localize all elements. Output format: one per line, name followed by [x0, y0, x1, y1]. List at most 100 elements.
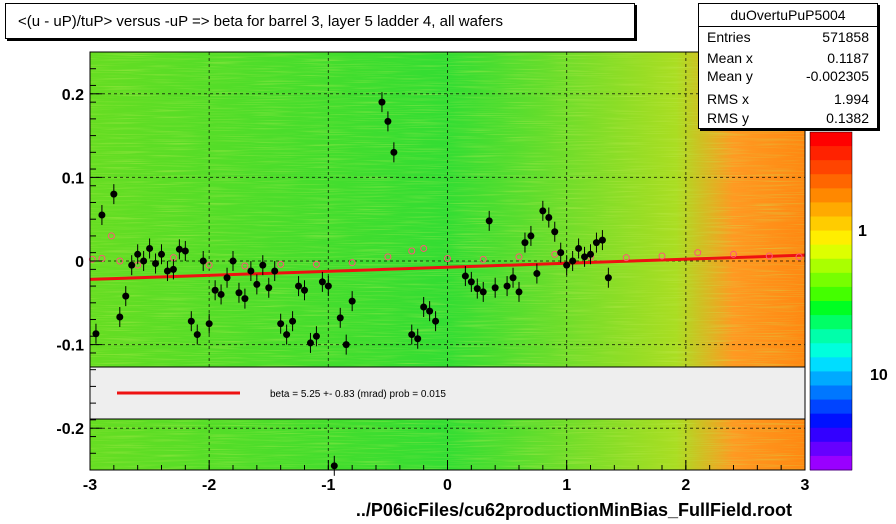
- stats-row-mean-y: Mean y -0.002305: [707, 68, 869, 88]
- data-point: [408, 331, 416, 339]
- open-circle-point: [444, 254, 451, 262]
- colorbar-cell: [810, 258, 852, 274]
- axes: -3 -2 -1 0 1 2 3 -0.2 -0.1 0 0.1 0.2: [56, 51, 810, 494]
- data-points: [88, 92, 803, 476]
- colorbar: 1 10: [809, 131, 888, 471]
- colorbar-frame: [809, 131, 853, 471]
- stats-value: 571858: [822, 29, 869, 45]
- data-point: [503, 282, 511, 290]
- data-point: [324, 282, 332, 290]
- colorbar-cell: [810, 385, 852, 401]
- colorbar-cell: [810, 160, 852, 175]
- stats-value: 0.1382: [826, 110, 869, 126]
- data-point: [158, 250, 165, 258]
- open-circle-point: [694, 249, 702, 257]
- data-point: [604, 274, 612, 282]
- colorbar-cell: [810, 371, 852, 386]
- stats-label: Entries: [707, 29, 751, 45]
- data-point: [569, 257, 577, 265]
- stats-separator: [699, 26, 877, 27]
- open-circle-point: [420, 244, 428, 252]
- open-circle-point: [205, 261, 213, 269]
- data-point: [420, 303, 428, 311]
- y-tick-label: 0.1: [62, 170, 84, 187]
- colorbar-cell: [810, 230, 852, 246]
- open-circle-point: [479, 255, 487, 263]
- stats-label: RMS y: [707, 110, 749, 126]
- data-point: [110, 190, 118, 198]
- data-point: [479, 288, 487, 296]
- legend-fit-label: beta = 5.25 +- 0.83 (mrad) prob = 0.015: [270, 389, 446, 400]
- x-tick-label: 0: [443, 477, 452, 494]
- data-point: [539, 207, 547, 215]
- data-point: [598, 236, 606, 244]
- stats-row-entries: Entries 571858: [707, 29, 869, 49]
- colorbar-label: 1: [858, 223, 867, 240]
- stats-label: Mean y: [707, 68, 753, 84]
- data-point: [521, 239, 529, 247]
- data-point: [491, 284, 499, 292]
- data-point: [330, 462, 338, 470]
- colorbar-cell: [810, 188, 852, 203]
- data-point: [390, 148, 398, 156]
- y-tick-label: 0: [75, 254, 84, 271]
- footer-filename: ../P06icFiles/cu62productionMinBias_Full…: [355, 500, 792, 520]
- data-point: [152, 260, 160, 268]
- open-circle-point: [408, 247, 416, 255]
- data-point: [295, 282, 303, 290]
- colorbar-cell: [810, 441, 852, 457]
- stats-label: RMS x: [707, 91, 749, 107]
- x-tick-label: -1: [321, 477, 335, 494]
- open-circle-point: [277, 260, 285, 268]
- colorbar-cell: [810, 455, 852, 471]
- data-point: [515, 288, 523, 296]
- open-circle-point: [384, 253, 392, 261]
- data-point: [92, 330, 100, 338]
- colorbar-cell: [810, 174, 852, 189]
- colorbar-cell: [810, 427, 852, 443]
- open-circle-point: [88, 255, 96, 263]
- data-point: [199, 257, 207, 265]
- open-circle-point: [730, 250, 737, 258]
- colorbar-cell: [810, 146, 852, 161]
- x-tick-label: 1: [562, 477, 571, 494]
- data-point: [211, 286, 219, 294]
- data-point: [169, 265, 177, 273]
- x-tick-label: 3: [801, 477, 810, 494]
- open-circle-point: [241, 262, 249, 270]
- colorbar-cell: [810, 399, 852, 415]
- open-circle-point: [116, 257, 124, 265]
- data-point: [277, 320, 285, 328]
- data-point: [348, 297, 356, 305]
- data-point: [122, 292, 130, 300]
- stats-label: Mean x: [707, 50, 753, 66]
- data-point: [426, 307, 434, 315]
- open-circle-point: [622, 254, 630, 262]
- data-point: [98, 211, 106, 219]
- data-point: [241, 295, 249, 303]
- data-point: [301, 286, 308, 294]
- colorbar-cell: [810, 244, 852, 260]
- stats-row-rms-y: RMS y 0.1382: [707, 110, 869, 130]
- data-point: [485, 217, 493, 225]
- stats-row-rms-x: RMS x 1.994: [707, 91, 869, 111]
- data-point: [283, 331, 291, 339]
- y-tick-label: 0.2: [62, 87, 84, 104]
- data-point: [467, 278, 475, 286]
- colorbar-cell: [810, 286, 852, 302]
- colorbar-cell: [810, 202, 852, 217]
- data-point: [247, 267, 255, 275]
- stats-value: -0.002305: [805, 68, 869, 84]
- data-point: [545, 214, 553, 222]
- data-point: [318, 278, 326, 286]
- data-point: [217, 290, 225, 298]
- x-tick-label: 2: [681, 477, 690, 494]
- colorbar-cell: [810, 132, 852, 147]
- colorbar-cell: [810, 343, 852, 358]
- colorbar-label: 10: [870, 367, 888, 384]
- open-circle-point: [765, 252, 773, 260]
- fit-line-path: [89, 253, 806, 281]
- data-point: [229, 257, 237, 265]
- data-point: [432, 317, 440, 325]
- data-point: [575, 244, 583, 252]
